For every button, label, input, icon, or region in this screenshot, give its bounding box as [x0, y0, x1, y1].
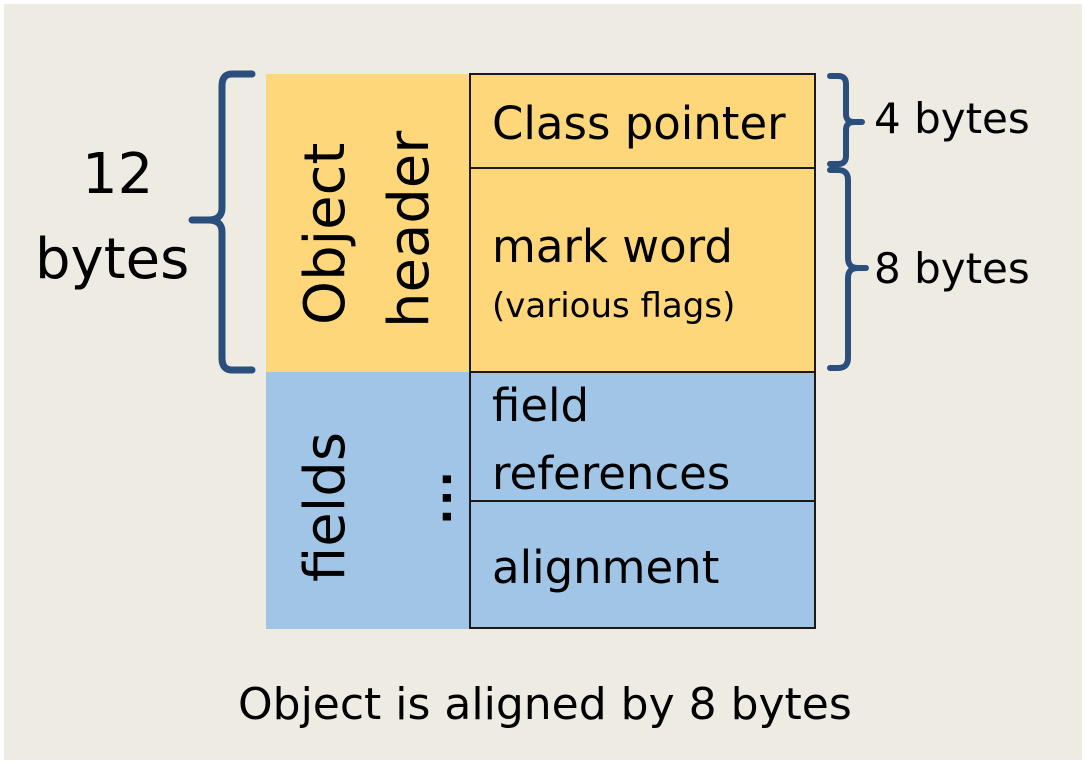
mark-word-text: mark word [492, 220, 733, 273]
alignment-cell [469, 500, 816, 629]
mark-word-brace-icon [827, 167, 869, 371]
fields-label: fields [293, 431, 358, 582]
fields-ellipsis: ... [411, 468, 462, 525]
total-size-line1: 12 [82, 142, 154, 207]
class-pointer-size-label: 4 bytes [874, 94, 1030, 143]
diagram-caption: Object is aligned by 8 bytes [238, 679, 852, 730]
mark-word-note: (various flags) [492, 286, 736, 326]
object-header-label-line2: header [377, 130, 442, 328]
field-references-text-line1: field [492, 379, 590, 432]
mark-word-cell [469, 167, 816, 373]
alignment-text: alignment [492, 541, 720, 594]
field-references-text-line2: references [492, 447, 731, 500]
object-header-label-line1: Object [293, 142, 358, 325]
object-header-label-block [266, 74, 470, 372]
fields-label-block [266, 372, 470, 629]
class-pointer-text: Class pointer [492, 97, 786, 150]
left-brace-icon [188, 70, 256, 374]
total-size-line2: bytes [35, 227, 190, 292]
class-pointer-brace-icon [827, 73, 865, 167]
mark-word-size-label: 8 bytes [874, 244, 1030, 293]
